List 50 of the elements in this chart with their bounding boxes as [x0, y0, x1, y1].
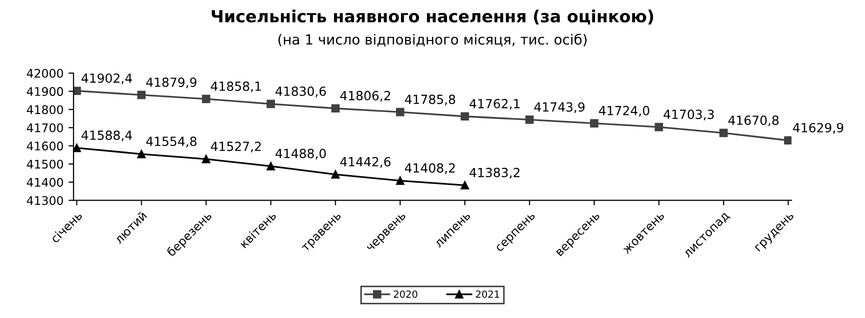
data-label: 41785,8	[404, 94, 456, 106]
data-label: 41762,1	[470, 98, 520, 110]
data-label: 41902,4	[82, 73, 132, 84]
point	[784, 136, 792, 145]
legend-label: 2021	[476, 290, 500, 298]
point	[266, 100, 275, 108]
data-label: 41629,9	[793, 122, 844, 134]
y-tick-label: 41700	[26, 123, 64, 132]
data-label: 41527,2	[210, 142, 261, 152]
y-tick-label: 41800	[26, 105, 64, 114]
point	[331, 170, 340, 179]
data-label: 41703,3	[664, 110, 714, 120]
point	[74, 86, 81, 96]
y-tick-label: 41400	[26, 178, 64, 187]
data-label: 41724,0	[598, 106, 650, 117]
point	[202, 94, 210, 104]
chart-title: Чисельність наявного населення (за оцінкою)	[212, 10, 654, 25]
data-label: 41743,9	[534, 102, 584, 113]
data-label: 41670,8	[728, 116, 779, 126]
point	[202, 154, 210, 164]
chart-subtitle: (на 1 число відповідного місяця, тис. осіб)	[278, 34, 587, 46]
point	[396, 176, 404, 185]
point	[590, 119, 598, 128]
point	[137, 150, 146, 158]
point	[719, 128, 728, 138]
point	[266, 162, 275, 170]
data-label: 41858,1	[210, 81, 261, 92]
point	[331, 104, 340, 113]
data-label: 41383,2	[470, 168, 520, 179]
data-label: 41588,4	[82, 130, 132, 142]
point	[654, 122, 664, 132]
point	[460, 181, 470, 190]
y-tick-label: 41600	[26, 142, 64, 150]
data-label: 41442,6	[340, 156, 391, 168]
point	[525, 116, 534, 124]
y-tick-label: 41300	[26, 196, 64, 205]
data-label: 41488,0	[276, 148, 326, 160]
legend-label: 2020	[394, 290, 418, 298]
point	[460, 112, 470, 121]
point	[137, 90, 146, 100]
data-label: 41408,2	[404, 163, 455, 174]
point	[396, 108, 404, 116]
y-tick-label: 41500	[26, 160, 64, 169]
point	[74, 144, 81, 152]
y-tick-label: 41900	[26, 87, 64, 96]
data-label: 41806,2	[340, 90, 390, 102]
data-label: 41830,6	[276, 86, 326, 98]
data-label: 41554,8	[146, 136, 196, 148]
y-tick-label: 42000	[26, 68, 64, 78]
data-label: 41879,9	[146, 78, 196, 88]
